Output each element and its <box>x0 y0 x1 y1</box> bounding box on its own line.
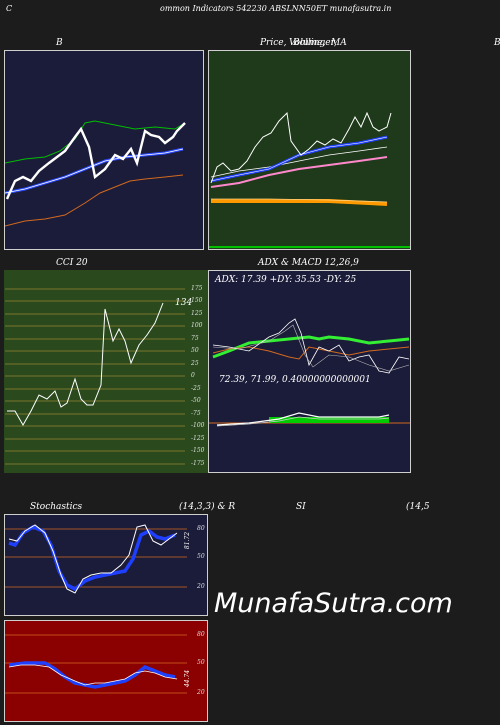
bollinger-middle-inner <box>5 148 184 194</box>
adx-readout: ADX: 17.39 +DY: 35.53 -DY: 25 <box>215 275 357 285</box>
rsi-tick-20: 20 <box>197 689 205 696</box>
macd-signal-line <box>216 416 390 427</box>
cci-chart <box>5 288 185 465</box>
adx-title: ADX & MACD 12,26,9 <box>258 258 359 268</box>
price-title-b: Volume, <box>289 38 326 48</box>
bollinger-chart <box>5 120 186 227</box>
cci-tick-neg125: -125 <box>191 435 205 442</box>
rsi-title-params: (14,5 <box>406 502 430 512</box>
price-title-a: Price, <box>260 38 287 48</box>
stochastics-panel: 80 50 20 81.72 <box>4 514 208 616</box>
cci-tick-neg175: -175 <box>191 460 205 467</box>
price-ma-orange-light <box>211 198 388 203</box>
rsi-title-si: SI <box>296 502 306 512</box>
adx-plus-dy <box>212 335 410 359</box>
macd-line <box>216 412 390 426</box>
cci-tick-0: 0 <box>191 372 195 379</box>
cci-title: CCI 20 <box>56 258 88 268</box>
stochastics-d-line <box>8 525 176 592</box>
rsi-ma-line <box>8 661 176 689</box>
price-pink-line <box>210 156 388 188</box>
bollinger-panel <box>4 50 204 250</box>
header-title: ommon Indicators 542230 ABSLNN50ET munaf… <box>160 4 392 13</box>
macd-histogram <box>269 417 389 423</box>
stochastics-tick-50: 50 <box>197 553 205 560</box>
cci-tick-neg75: -75 <box>191 410 201 417</box>
adx-chart <box>212 318 410 374</box>
stochastics-k-line <box>8 524 178 594</box>
cci-tick-neg150: -150 <box>191 447 205 454</box>
header-right-char: B <box>494 38 500 48</box>
stochastics-params: (14,3,3) & R <box>179 502 236 512</box>
stochastics-chart <box>5 524 187 594</box>
cci-tick-150: 150 <box>191 297 203 304</box>
bollinger-lower-band <box>5 174 184 227</box>
cci-tick-neg50: -50 <box>191 397 201 404</box>
adx-panel: ADX: 17.39 +DY: 35.53 -DY: 25 72.39, 71.… <box>208 270 411 473</box>
stochastics-tick-20: 20 <box>197 583 205 590</box>
stochastics-value-label: 81.72 <box>184 531 192 550</box>
price-white-ma <box>210 146 388 178</box>
cci-tick-neg25: -25 <box>191 385 201 392</box>
price-blue-ma <box>210 135 388 183</box>
cci-line <box>7 302 164 427</box>
price-title-c: Bollinger, <box>293 38 337 48</box>
cci-value-label: 134 <box>175 298 193 308</box>
cci-tick-125: 125 <box>191 310 203 317</box>
price-ma-orange <box>211 199 388 206</box>
cci-gridlines <box>5 288 185 465</box>
rsi-tick-80: 80 <box>197 631 205 638</box>
rsi-panel: 80 50 20 44.74 <box>4 620 208 722</box>
macd-chart <box>209 412 410 427</box>
price-line <box>210 111 392 184</box>
adx-line <box>212 346 410 360</box>
bollinger-upper-band <box>5 120 186 164</box>
cci-tick-175: 175 <box>191 285 203 292</box>
adx-minus-dy <box>212 318 410 374</box>
watermark: MunafaSutra.com <box>214 588 453 619</box>
adx-minus-dy-2 <box>212 324 410 372</box>
cci-tick-75: 75 <box>191 335 199 342</box>
stochastics-tick-80: 80 <box>197 525 205 532</box>
price-title-d: MA <box>331 38 347 48</box>
bollinger-title: B <box>56 38 63 48</box>
bollinger-price-line <box>5 122 186 200</box>
stochastics-title: Stochastics <box>30 502 83 512</box>
price-panel <box>208 50 411 250</box>
cci-tick-25: 25 <box>191 360 199 367</box>
macd-readout: 72.39, 71.99, 0.40000000000001 <box>219 375 371 385</box>
price-blue-ma-inner <box>210 136 388 182</box>
rsi-tick-50: 50 <box>197 659 205 666</box>
cci-tick-50: 50 <box>191 347 199 354</box>
rsi-value-label: 44.74 <box>184 669 192 688</box>
price-chart <box>209 111 410 248</box>
header-left-char: C <box>6 4 13 13</box>
cci-tick-100: 100 <box>191 322 203 329</box>
rsi-line <box>8 664 178 686</box>
rsi-chart <box>5 634 187 694</box>
cci-tick-neg100: -100 <box>191 422 205 429</box>
cci-panel: 175 150 125 100 75 50 25 0 -25 -50 -75 -… <box>4 270 208 473</box>
